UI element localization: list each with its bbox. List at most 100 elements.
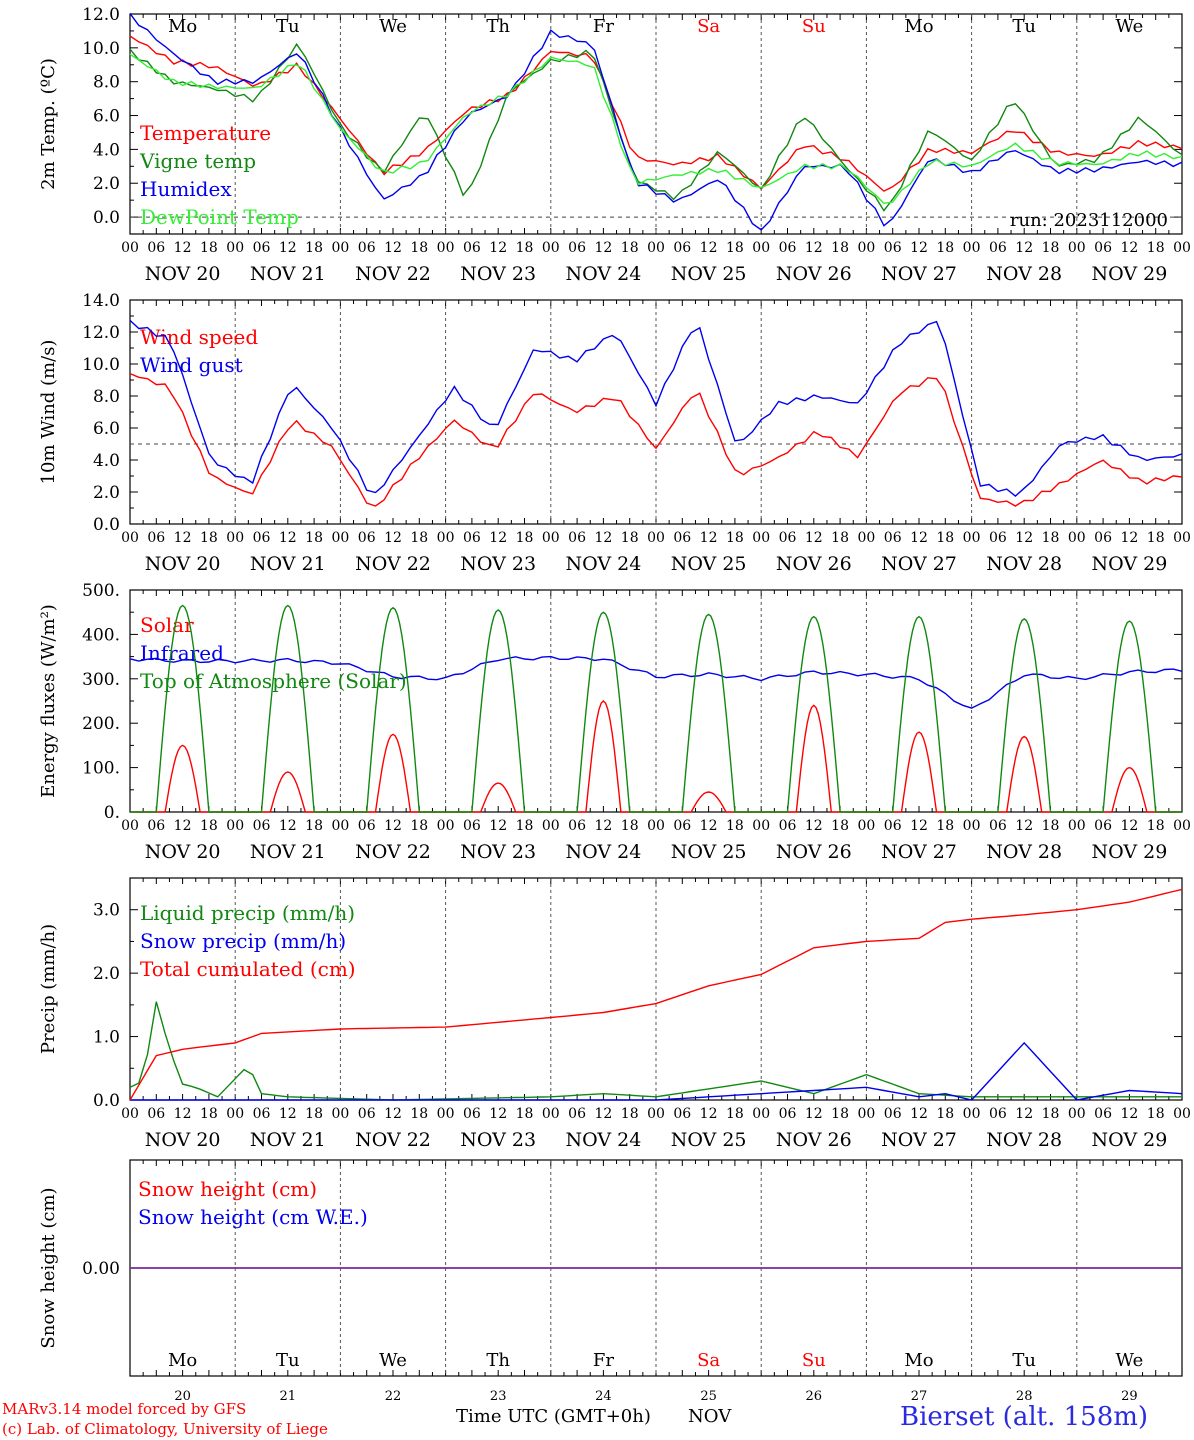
x-hour-label: 00	[1173, 240, 1191, 256]
series-line-dark_green	[130, 604, 1182, 813]
x-hour-label: 12	[279, 530, 297, 546]
x-hour-label: 12	[805, 530, 823, 546]
x-date-label: NOV 23	[460, 1129, 536, 1151]
x-hour-label: 18	[305, 1106, 323, 1122]
x-hour-label: 06	[673, 530, 691, 546]
x-date-label: NOV 27	[881, 1129, 957, 1151]
x-hour-label: 18	[726, 818, 744, 834]
y-tick-label: 0.00	[82, 1259, 120, 1279]
x-hour-label: 00	[857, 530, 875, 546]
x-hour-label: 18	[410, 530, 428, 546]
x-hour-label: 12	[805, 1106, 823, 1122]
x-hour-label: 06	[884, 240, 902, 256]
x-date-label: NOV 20	[145, 553, 221, 575]
x-hour-label: 00	[226, 530, 244, 546]
y-tick-label: 8.0	[93, 73, 120, 93]
x-hour-label: 06	[358, 1106, 376, 1122]
x-date-label: NOV 24	[565, 263, 641, 285]
weekday-label: Sa	[697, 1350, 720, 1371]
weekday-label: We	[1116, 1350, 1144, 1371]
x-hour-label: 00	[647, 530, 665, 546]
x-hour-label: 06	[1094, 1106, 1112, 1122]
x-hour-label: 06	[884, 1106, 902, 1122]
x-hour-label: 06	[989, 818, 1007, 834]
x-hour-label: 18	[621, 818, 639, 834]
x-hour-label: 06	[147, 240, 165, 256]
y-axis-label: 10m Wind (m/s)	[38, 340, 59, 485]
meteogram-chart: 0.0 2.0 4.0 6.0 8.0 10.0 12.0 2m Temp. (ºC) 00 06…	[38, 5, 1191, 1400]
y-tick-label: 0.	[104, 803, 120, 823]
x-date-label: NOV 28	[986, 841, 1062, 863]
x-hour-label: 18	[831, 240, 849, 256]
weekday-label: Mo	[904, 1350, 933, 1371]
x-hour-label: 18	[516, 530, 534, 546]
panel-frame	[129, 299, 1183, 525]
x-hour-label: 06	[253, 818, 271, 834]
x-date-label: NOV 20	[145, 263, 221, 285]
legend-entry: Solar	[140, 613, 194, 637]
x-hour-label: 06	[463, 818, 481, 834]
x-hour-label: 12	[384, 1106, 402, 1122]
x-hour-label: 06	[989, 240, 1007, 256]
y-tick-label: 2.0	[93, 483, 120, 503]
x-date-label: NOV 24	[565, 841, 641, 863]
day-number-label: 27	[911, 1389, 928, 1400]
x-hour-label: 18	[410, 1106, 428, 1122]
run-label: run: 2023112000	[1010, 210, 1168, 231]
x-hour-label: 00	[226, 240, 244, 256]
x-date-label: NOV 22	[355, 263, 431, 285]
x-hour-label: 12	[700, 1106, 718, 1122]
x-hour-label: 18	[621, 530, 639, 546]
weekday-label: We	[1116, 16, 1144, 37]
legend-entry: Top of Atmosphere (Solar)	[140, 669, 407, 693]
x-hour-label: 00	[331, 530, 349, 546]
x-hour-label: 12	[174, 530, 192, 546]
x-hour-label: 12	[384, 818, 402, 834]
y-axis-label: Precip (mm/h)	[38, 924, 59, 1054]
y-tick-label: 10.0	[82, 39, 120, 59]
x-hour-label: 12	[805, 240, 823, 256]
x-hour-label: 18	[516, 818, 534, 834]
x-hour-label: 12	[279, 1106, 297, 1122]
footer-copyright: (c) Lab. of Climatology, University of L…	[2, 1420, 328, 1438]
weekday-label: Mo	[904, 16, 933, 37]
y-tick-label: 14.0	[82, 291, 120, 311]
x-date-label: NOV 24	[565, 1129, 641, 1151]
weekday-label: Th	[486, 1350, 510, 1371]
x-hour-label: 18	[936, 530, 954, 546]
x-hour-label: 12	[1120, 1106, 1138, 1122]
y-tick-label: 200.	[82, 714, 120, 734]
x-date-label: NOV 25	[671, 841, 747, 863]
series-line-dark_green	[129, 1001, 1182, 1101]
panel-temp: 0.0 2.0 4.0 6.0 8.0 10.0 12.0 2m Temp. (ºC) 00 06…	[38, 5, 1191, 285]
y-tick-label: 0.0	[93, 515, 120, 535]
day-number-label: 23	[490, 1389, 507, 1400]
x-hour-label: 06	[673, 818, 691, 834]
x-hour-label: 00	[226, 1106, 244, 1122]
x-hour-label: 00	[121, 240, 139, 256]
x-hour-label: 00	[437, 240, 455, 256]
footer-station-name: Bierset (alt. 158m)	[900, 1402, 1149, 1432]
x-hour-label: 06	[989, 530, 1007, 546]
x-hour-label: 18	[831, 1106, 849, 1122]
x-hour-label: 18	[936, 240, 954, 256]
y-tick-label: 12.0	[82, 5, 120, 25]
x-hour-label: 00	[121, 1106, 139, 1122]
x-hour-label: 18	[200, 530, 218, 546]
x-date-label: NOV 27	[881, 263, 957, 285]
series-line-light_green	[129, 53, 1183, 205]
x-hour-label: 06	[989, 1106, 1007, 1122]
weekday-label: Su	[802, 16, 826, 37]
x-hour-label: 18	[726, 1106, 744, 1122]
weekday-label: Mo	[168, 16, 197, 37]
x-hour-label: 00	[121, 818, 139, 834]
x-date-label: NOV 21	[250, 841, 326, 863]
x-hour-label: 12	[1015, 1106, 1033, 1122]
day-number-label: 24	[595, 1389, 612, 1400]
x-hour-label: 12	[489, 530, 507, 546]
x-date-label: NOV 22	[355, 1129, 431, 1151]
x-hour-label: 06	[463, 530, 481, 546]
series-line-red	[129, 35, 1183, 192]
weekday-label: Mo	[168, 1350, 197, 1371]
x-date-label: NOV 29	[1091, 1129, 1167, 1151]
